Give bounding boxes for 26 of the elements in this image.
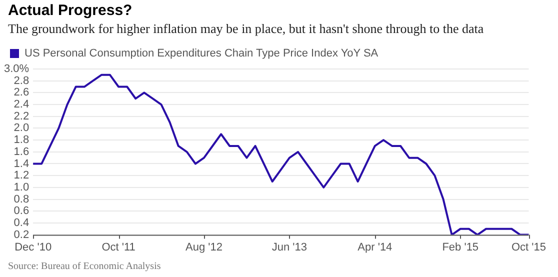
y-tick-label: 0.2	[14, 228, 30, 241]
y-tick-label: 1.6	[14, 146, 30, 158]
chart-title: Actual Progress?	[8, 2, 132, 19]
legend-label: US Personal Consumption Expenditures Chain Type Price Index YoY SA	[24, 48, 379, 60]
y-tick-label: 0.8	[14, 193, 30, 206]
y-tick-label: 1.4	[14, 158, 30, 170]
x-tick-label: Jun '13	[272, 241, 308, 254]
y-tick-label: 2.8	[14, 74, 30, 87]
x-tick-label: Aug '12	[186, 241, 222, 254]
y-tick-label: 2.2	[14, 110, 30, 122]
y-tick-label: 1.8	[14, 134, 30, 146]
x-tick-label: Feb '15	[442, 241, 479, 254]
x-tick-label: Oct '15	[511, 241, 546, 254]
y-tick-label: 2.0	[14, 122, 30, 134]
chart-subtitle: The groundwork for higher inflation may be in place, but it hasn't shone through to the data	[8, 21, 484, 37]
x-tick-label: Oct '11	[102, 241, 136, 254]
y-tick-label: 1.0	[14, 181, 30, 194]
source-note: Source: Bureau of Economic Analysis	[8, 261, 161, 272]
x-tick-label: Apr '14	[358, 241, 392, 254]
y-tick-label: 1.2	[14, 170, 30, 182]
y-tick-label: 2.6	[14, 86, 30, 99]
y-tick-label: 0.6	[14, 205, 30, 218]
y-tick-label: 2.4	[14, 98, 30, 111]
y-tick-label: 3.0%	[4, 63, 30, 76]
y-tick-label: 0.4	[14, 216, 30, 229]
x-tick-label: Dec '10	[14, 241, 52, 254]
